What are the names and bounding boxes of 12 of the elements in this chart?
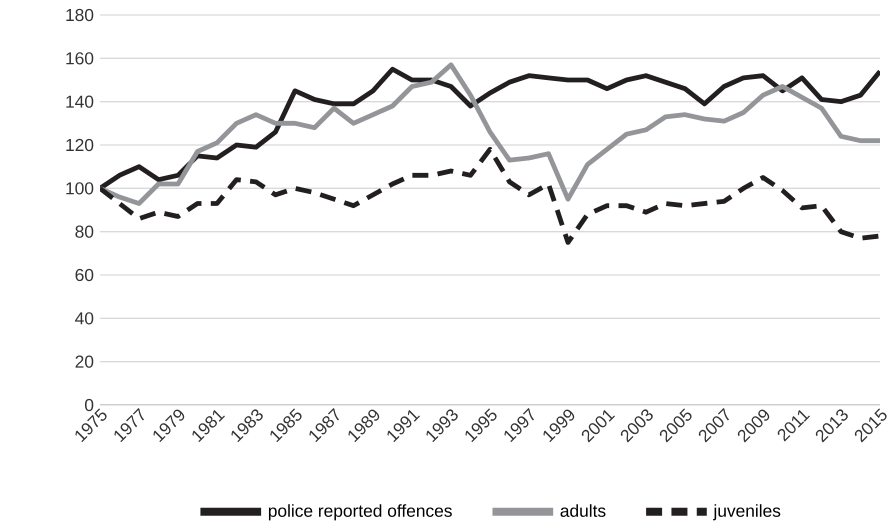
y-tick-label: 160	[66, 52, 94, 64]
y-tick-label: 40	[75, 312, 94, 324]
legend-label: police reported offences	[268, 504, 452, 520]
legend-label: juveniles	[713, 504, 780, 520]
y-tick-label: 140	[66, 96, 94, 108]
y-tick-label: 100	[66, 182, 94, 194]
legend-label: adults	[560, 504, 606, 517]
y-tick-label: 20	[76, 356, 94, 368]
y-tick-label: 120	[66, 138, 94, 152]
y-tick-label: 80	[75, 226, 94, 238]
y-tick-label: 60	[76, 268, 94, 282]
y-tick-label: 180	[66, 8, 94, 22]
